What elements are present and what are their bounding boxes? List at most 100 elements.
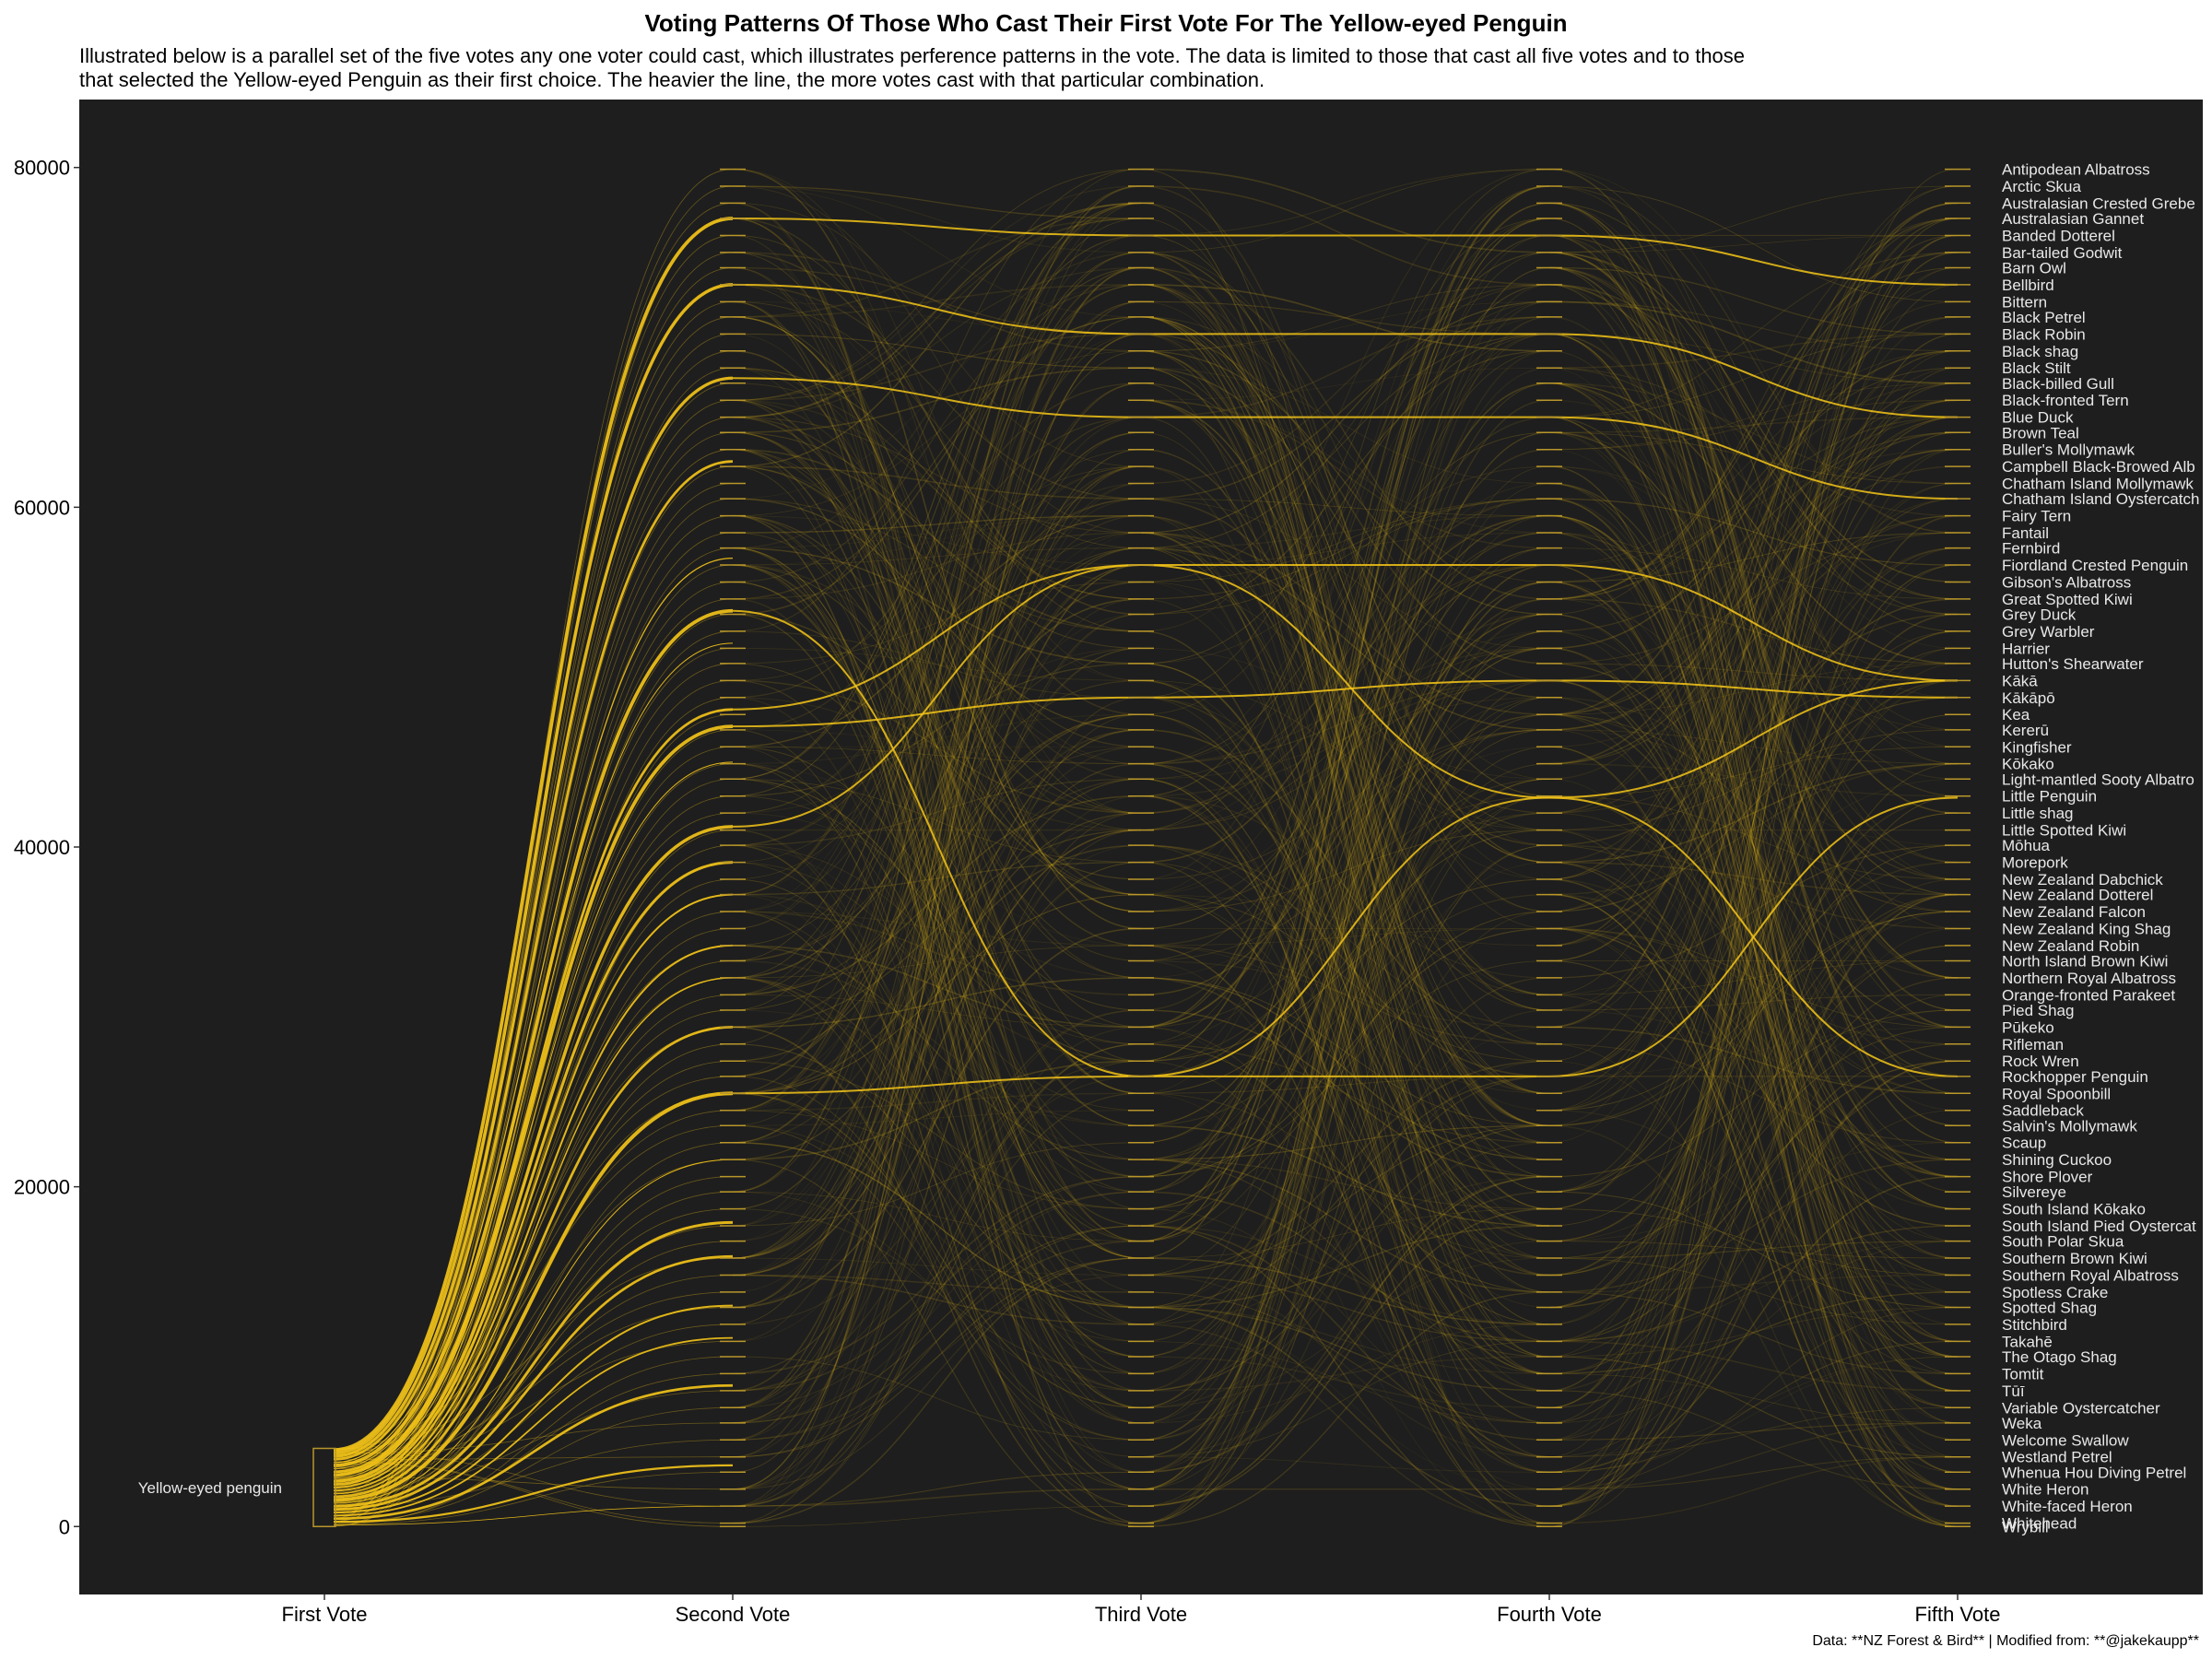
background-flow xyxy=(1548,235,1959,1458)
background-flow xyxy=(1548,417,1959,1473)
background-flow xyxy=(732,515,1142,566)
background-flow xyxy=(1140,763,1550,1325)
background-flow xyxy=(732,729,1142,1112)
flow-first-to-second-minor xyxy=(333,417,734,1489)
background-flow xyxy=(1140,945,1550,1094)
background-flow xyxy=(732,844,1142,1045)
background-flow xyxy=(1140,795,1550,1309)
background-flow xyxy=(1548,465,1959,1527)
background-flow xyxy=(1548,416,1959,583)
background-flow xyxy=(1548,1456,1959,1524)
background-flow xyxy=(732,218,1142,1259)
background-flow xyxy=(1548,235,1959,253)
species-label: Great Spotted Kiwi xyxy=(2002,591,2133,608)
background-flow xyxy=(732,515,1142,548)
background-flow xyxy=(1140,465,1550,1392)
background-flow xyxy=(1548,350,1959,947)
background-flow xyxy=(1548,928,1959,1028)
background-flow xyxy=(1140,350,1550,1490)
background-flow xyxy=(1548,185,1959,534)
background-flow xyxy=(732,647,1142,814)
background-flow xyxy=(1140,1092,1550,1259)
background-flow xyxy=(732,202,1142,780)
background-flow xyxy=(732,515,1142,1241)
background-flow xyxy=(1548,431,1959,1392)
background-flow xyxy=(1140,1274,1550,1343)
background-flow xyxy=(732,663,1142,1011)
species-label: Campbell Black-Browed Alb xyxy=(2002,458,2195,476)
flow-first-to-second-minor xyxy=(333,235,734,1452)
background-flow xyxy=(1140,894,1550,947)
species-label: Brown Teal xyxy=(2002,424,2079,441)
background-flows xyxy=(732,168,1959,1528)
background-flow xyxy=(1548,1110,1959,1293)
species-label: Orange-fronted Parakeet xyxy=(2002,986,2175,1004)
background-flow xyxy=(1140,746,1550,1227)
flow-first-to-second-minor xyxy=(333,431,734,1458)
background-flow xyxy=(732,350,1142,1259)
background-flow xyxy=(732,284,1142,979)
background-flow xyxy=(1548,1456,1959,1490)
background-flow xyxy=(1140,169,1550,253)
flow-first-to-second-minor xyxy=(333,1406,734,1523)
background-flow xyxy=(1548,679,1959,1277)
background-flow xyxy=(1548,498,1959,947)
background-flow xyxy=(1548,564,1959,1490)
background-flow xyxy=(1548,218,1959,1458)
background-flow xyxy=(732,498,1142,880)
flow-first-to-second-minor xyxy=(333,795,734,1507)
background-flow xyxy=(1548,861,1959,896)
background-flow xyxy=(1140,1175,1550,1507)
background-flow xyxy=(1548,763,1959,1424)
species-label: Gibson's Albatross xyxy=(2002,573,2131,591)
x-axis-label: First Vote xyxy=(282,1603,368,1626)
background-flow xyxy=(1548,893,1959,1392)
background-flow xyxy=(1140,613,1550,1127)
background-flow xyxy=(1548,234,1959,1527)
background-flow xyxy=(1140,399,1550,1227)
background-flow xyxy=(732,1009,1142,1126)
background-flow xyxy=(1548,1373,1959,1424)
background-flow xyxy=(1140,514,1550,1094)
background-flow xyxy=(1548,399,1959,451)
background-flow xyxy=(1140,630,1550,1358)
background-flow xyxy=(732,300,1142,548)
background-flow xyxy=(732,465,1142,1144)
background-flow xyxy=(1140,185,1550,896)
background-flow xyxy=(1140,778,1550,1325)
background-flow xyxy=(732,547,1142,1077)
background-flow xyxy=(732,862,1142,1374)
flow-first-to-second xyxy=(333,1383,734,1521)
flow-first-to-second xyxy=(333,977,734,1495)
background-flow xyxy=(1140,431,1550,1408)
background-flow xyxy=(732,514,1142,1178)
background-flow xyxy=(732,844,1142,1160)
background-flow xyxy=(1548,1291,1959,1375)
flow-first-to-second xyxy=(333,608,734,1468)
background-flow xyxy=(732,795,1142,1028)
flow-first-to-second xyxy=(333,1254,734,1511)
background-flow xyxy=(1548,1142,1959,1242)
background-flow xyxy=(732,829,1142,1277)
background-flow xyxy=(732,829,1142,1490)
background-flow xyxy=(1140,532,1550,1011)
background-flow xyxy=(1548,697,1959,912)
background-flow xyxy=(1548,284,1959,1474)
background-flow xyxy=(1140,547,1550,1374)
background-flow xyxy=(732,1092,1142,1507)
background-flow xyxy=(1140,844,1550,1473)
background-flow xyxy=(1140,1043,1550,1144)
background-flow xyxy=(1140,532,1550,1029)
background-flow xyxy=(1140,532,1550,716)
background-flow xyxy=(1548,515,1959,1210)
background-flow xyxy=(1548,532,1959,1259)
background-flow xyxy=(1140,630,1550,1160)
background-flow xyxy=(732,564,1142,1408)
flow-first-to-second xyxy=(333,1026,734,1499)
background-flow xyxy=(1140,284,1550,352)
background-flow xyxy=(1140,350,1550,1126)
background-flow xyxy=(1548,185,1959,995)
background-flow xyxy=(1548,1240,1959,1259)
background-flow xyxy=(1548,203,1959,1342)
flow-first-to-second-minor xyxy=(333,928,734,1526)
